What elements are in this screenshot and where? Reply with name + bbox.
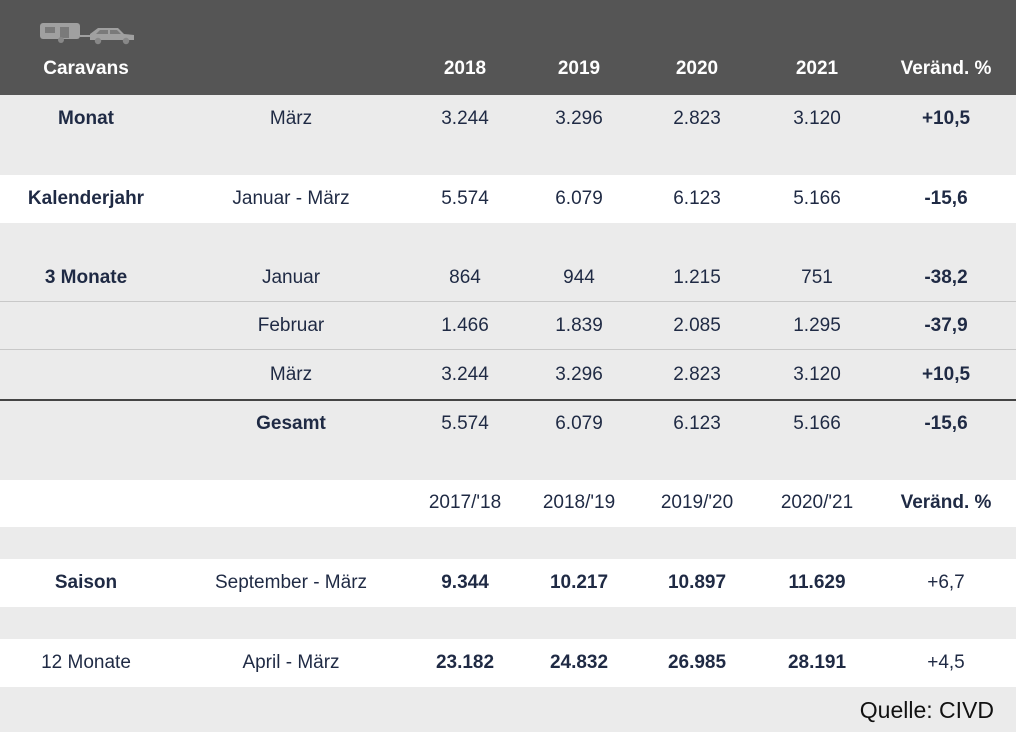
season-value: 26.985 xyxy=(667,652,727,673)
row-label: Kalenderjahr xyxy=(27,188,145,209)
season-value: 23.182 xyxy=(435,652,495,673)
value-change: +10,5 xyxy=(921,364,971,385)
header-title: Caravans xyxy=(43,58,129,79)
season-value: 11.629 xyxy=(788,572,846,593)
row-period: Gesamt xyxy=(256,413,326,434)
value-2018: 1.466 xyxy=(441,315,489,336)
value-change: +6,7 xyxy=(927,572,965,593)
caravan-car-icon xyxy=(40,23,134,45)
season-value: 9.344 xyxy=(441,572,489,593)
value-2021: 5.166 xyxy=(793,188,841,209)
row-label: 12 Monate xyxy=(41,652,131,673)
value-change: +10,5 xyxy=(921,108,971,129)
value-2020: 2.823 xyxy=(673,364,721,385)
row-bg-3-monate xyxy=(0,223,1016,480)
row-bg-saison xyxy=(0,559,1016,607)
value-change: -15,6 xyxy=(924,188,968,209)
season-year: 2019/'20 xyxy=(660,492,734,513)
row-period: April - März xyxy=(242,652,340,673)
row-label: 3 Monate xyxy=(44,267,128,288)
season-year: 2020/'21 xyxy=(780,492,854,513)
value-2021: 3.120 xyxy=(793,108,841,129)
season-value: 24.832 xyxy=(549,652,609,673)
value-2020: 2.823 xyxy=(673,108,721,129)
value-2019: 6.079 xyxy=(555,413,603,434)
row-label: Saison xyxy=(54,572,118,593)
value-2018: 5.574 xyxy=(441,413,489,434)
season-year: 2017/'18 xyxy=(428,492,502,513)
value-change: -15,6 xyxy=(924,413,968,434)
value-2020: 2.085 xyxy=(673,315,721,336)
row-bg-monat xyxy=(0,95,1016,175)
value-change: -38,2 xyxy=(924,267,968,288)
season-value: 28.191 xyxy=(787,652,847,673)
header-year-2018: 2018 xyxy=(443,58,487,79)
row-period: Januar - März xyxy=(232,188,350,209)
row-period: September - März xyxy=(214,572,368,593)
table-header: Caravans 2018 2019 2020 2021 Veränd. % xyxy=(0,0,1016,95)
row-bg-12-monate xyxy=(0,639,1016,687)
value-2019: 3.296 xyxy=(555,364,603,385)
row-period: März xyxy=(269,364,313,385)
value-2021: 751 xyxy=(801,267,833,288)
season-value: 10.897 xyxy=(667,572,727,593)
row-period: Januar xyxy=(261,267,321,288)
source-note: Quelle: CIVD xyxy=(859,697,994,723)
row-label: Monat xyxy=(58,108,114,129)
value-change: +4,5 xyxy=(927,652,965,673)
season-value: 10.217 xyxy=(549,572,609,593)
header-year-2019: 2019 xyxy=(557,58,601,79)
divider xyxy=(0,349,1016,350)
season-change-header: Veränd. % xyxy=(900,492,992,513)
value-2019: 3.296 xyxy=(555,108,603,129)
row-bg-season-header xyxy=(0,480,1016,527)
row-bg-spacer-2 xyxy=(0,607,1016,639)
row-period: Februar xyxy=(257,315,325,336)
row-bg-spacer-1 xyxy=(0,527,1016,559)
header-change: Veränd. % xyxy=(900,58,992,79)
value-2021: 3.120 xyxy=(793,364,841,385)
row-bg-kalenderjahr xyxy=(0,175,1016,223)
divider-total xyxy=(0,399,1016,401)
divider xyxy=(0,301,1016,302)
value-2018: 864 xyxy=(449,267,481,288)
value-2020: 1.215 xyxy=(673,267,721,288)
value-2021: 1.295 xyxy=(793,315,841,336)
value-2018: 3.244 xyxy=(441,364,489,385)
value-2018: 5.574 xyxy=(441,188,489,209)
value-2021: 5.166 xyxy=(793,413,841,434)
header-year-2021: 2021 xyxy=(795,58,839,79)
value-2019: 1.839 xyxy=(555,315,603,336)
value-2019: 6.079 xyxy=(555,188,603,209)
value-2018: 3.244 xyxy=(441,108,489,129)
value-2020: 6.123 xyxy=(673,413,721,434)
header-year-2020: 2020 xyxy=(675,58,719,79)
value-2020: 6.123 xyxy=(673,188,721,209)
row-period: März xyxy=(269,108,313,129)
value-2019: 944 xyxy=(563,267,595,288)
value-change: -37,9 xyxy=(924,315,968,336)
season-year: 2018/'19 xyxy=(542,492,616,513)
